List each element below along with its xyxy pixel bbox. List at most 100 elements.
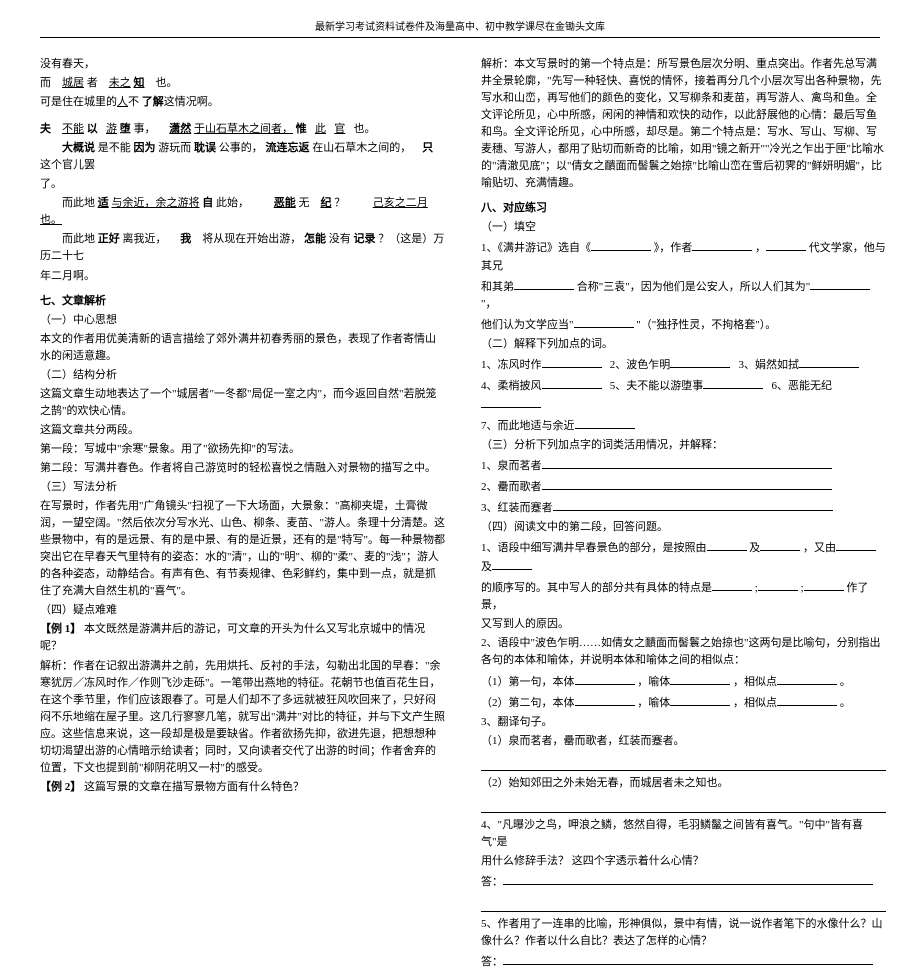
- blank[interactable]: [503, 872, 873, 885]
- blank[interactable]: [670, 355, 730, 368]
- q4-2-2: （2）第二句，本体 ，喻体 ，相似点 。: [481, 693, 886, 712]
- text: ，喻体: [637, 676, 670, 688]
- text: ，相似点: [733, 697, 777, 709]
- blank[interactable]: [670, 672, 730, 685]
- text: 是不能: [98, 142, 131, 154]
- blank[interactable]: [542, 477, 832, 490]
- text: 而此地: [62, 197, 95, 209]
- text: ？: [334, 197, 345, 209]
- text: 正好: [98, 233, 120, 245]
- fill-question: 和其弟 合称"三袁"，因为他们是公安人，所以人们其为" "，: [481, 277, 886, 313]
- blank[interactable]: [670, 693, 730, 706]
- blank[interactable]: [575, 672, 635, 685]
- text: 适: [98, 197, 109, 209]
- fill-question: 他们认为文学应当" "（"独抒性灵，不拘格套"）。: [481, 315, 886, 334]
- page-header: 最新学习考试资料试卷件及海量高中、初中教学课尽在金锄头文库: [40, 18, 880, 33]
- blank[interactable]: [481, 395, 541, 408]
- text: （1）第一句，本体: [481, 676, 575, 688]
- blank[interactable]: [514, 277, 574, 290]
- body-text: 第二段：写满井春色。作者将自己游览时的轻松喜悦之情融入对景物的描写之中。: [40, 460, 445, 477]
- right-column: 解析：本文写景时的第一个特点是：所写景色层次分明、重点突出。作者先总写满井全景轮…: [481, 56, 886, 973]
- blank[interactable]: [575, 416, 635, 429]
- blank[interactable]: [758, 578, 798, 591]
- blank[interactable]: [777, 693, 837, 706]
- sub-title: （三）写法分析: [40, 479, 445, 496]
- answer-line[interactable]: [481, 798, 886, 813]
- text: 不能: [62, 123, 84, 135]
- blank[interactable]: [503, 952, 873, 965]
- text: 以: [87, 123, 98, 135]
- fill-question: 1、《满井游记》选自《 》，作者 ， 代文学家，他与其兄: [481, 238, 886, 274]
- blank[interactable]: [836, 538, 876, 551]
- answer-prefix: 答：: [481, 952, 886, 971]
- text: 无: [299, 197, 310, 209]
- text: "（"独抒性灵，不拘格套"）。: [636, 319, 776, 331]
- q4-1: 1、语段中细写满井早春景色的部分，是按照由 及 ，又由 及: [481, 538, 886, 576]
- sub-title: （二）解释下列加点的词。: [481, 336, 886, 353]
- blank[interactable]: [799, 355, 859, 368]
- text: 3、红装而蹇者: [481, 502, 553, 514]
- blank[interactable]: [553, 498, 833, 511]
- blank[interactable]: [766, 238, 806, 251]
- text: 官: [334, 123, 345, 135]
- text: 2、罍而歌者: [481, 481, 542, 493]
- q4-3: 3、翻译句子。: [481, 714, 886, 731]
- q4-4: 4、"凡曝沙之鸟，呷浪之鳞，悠然自得，毛羽鳞鬣之间皆有喜气。"句中"皆有喜气"是: [481, 817, 886, 851]
- sub-title: （四）阅读文中的第二段，回答问题。: [481, 519, 886, 536]
- body-text: 这篇文章生动地表达了一个"城居者"一冬都"局促一室之内"，而今返回自然"若脱笼之…: [40, 386, 445, 420]
- answer-line[interactable]: [481, 897, 886, 912]
- text: 与余近，余之游将: [112, 197, 200, 209]
- text-line: 而 城居 者 未之 知 也。: [40, 75, 445, 92]
- q4-5: 5、作者用了一连串的比喻，形神俱似，景中有情，说一说作者笔下的水像什么？山像什么…: [481, 916, 886, 950]
- blank[interactable]: [574, 315, 634, 328]
- blank[interactable]: [542, 355, 602, 368]
- text: 于山石草木之间者，: [194, 123, 293, 135]
- sub-title: （一）中心思想: [40, 312, 445, 329]
- blank[interactable]: [692, 238, 752, 251]
- blank[interactable]: [804, 578, 844, 591]
- q-row: 1、冻风时作 2、波色乍明 3、娟然如拭: [481, 355, 886, 374]
- text: 。: [840, 697, 851, 709]
- blank[interactable]: [810, 277, 870, 290]
- text-line: 大概说 是不能 因为 游玩而 耽误 公事的， 流连忘返 在山石草木之间的， 只 …: [40, 140, 445, 174]
- text: 自: [202, 197, 213, 209]
- text: 记录: [354, 233, 376, 245]
- q4-1c: 又写到人的原因。: [481, 616, 886, 633]
- blank[interactable]: [703, 376, 763, 389]
- text: 3、娟然如拭: [739, 359, 800, 371]
- q4-2: 2、语段中"波色乍明……如倩女之靧面而髻鬟之始掠也"这两句是比喻句，分别指出各句…: [481, 635, 886, 669]
- blank[interactable]: [712, 578, 752, 591]
- blank[interactable]: [591, 238, 651, 251]
- q4-3-2: （2）始知郊田之外未始无春，而城居者未之知也。: [481, 775, 886, 792]
- blank[interactable]: [777, 672, 837, 685]
- example-question: 这篇写景的文章在描写景物方面有什么特色？: [84, 781, 304, 793]
- sub-title: （三）分析下列加点字的词类活用情况，并解释：: [481, 437, 886, 454]
- text: 他们认为文学应当": [481, 319, 574, 331]
- blank[interactable]: [707, 538, 747, 551]
- text: 纪: [321, 197, 332, 209]
- answer-line[interactable]: [481, 756, 886, 771]
- text: 的顺序写的。其中写人的部分共有具体的特点是: [481, 582, 712, 594]
- section-8-title: 八、对应练习: [481, 200, 886, 217]
- example-1-answer: 解析：作者在记叙出游满井之前，先用烘托、反衬的手法，勾勒出北国的早春："余寒犹厉…: [40, 658, 445, 777]
- text: ，: [755, 242, 766, 254]
- q-row: 7、而此地适与余近: [481, 416, 886, 435]
- blank[interactable]: [492, 557, 532, 570]
- blank[interactable]: [542, 376, 602, 389]
- text: 这个官儿罢: [40, 159, 95, 171]
- blank[interactable]: [575, 693, 635, 706]
- sub-title: （二）结构分析: [40, 367, 445, 384]
- text: 我: [180, 233, 191, 245]
- q-line: 3、红装而蹇者: [481, 498, 886, 517]
- text: 而: [40, 77, 51, 89]
- spacer: [40, 113, 445, 119]
- body-text: 在写景时，作者先用"广角镜头"扫视了一下大场面，大景象："高柳夹堤，土膏微润，一…: [40, 498, 445, 600]
- section-7-title: 七、文章解析: [40, 293, 445, 310]
- blank[interactable]: [542, 456, 832, 469]
- text: "，: [481, 298, 497, 310]
- text: 及: [749, 542, 760, 554]
- blank[interactable]: [760, 538, 800, 551]
- text-line: 夫 不能 以 游 堕 事， 潇然 于山石草木之间者， 惟 此 官 也。: [40, 121, 445, 138]
- text: 事，: [134, 123, 156, 135]
- text: 在山石草木之间的，: [312, 142, 411, 154]
